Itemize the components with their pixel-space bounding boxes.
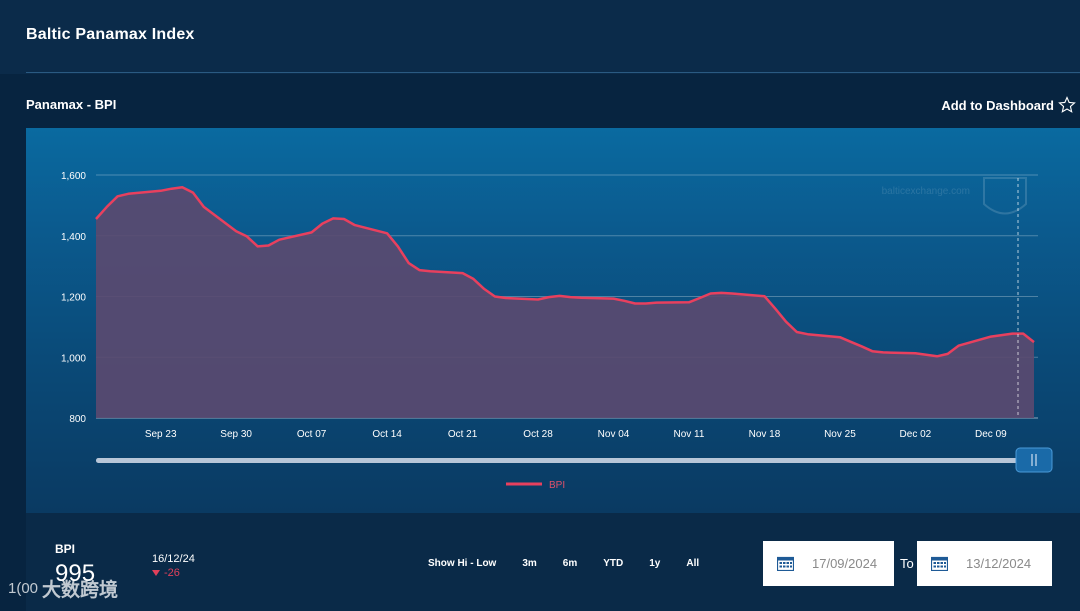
index-change-value: -26 [164,567,180,579]
bpi-area [96,187,1034,418]
x-tick-label: Oct 07 [297,429,327,440]
header: Baltic Panamax Index [0,0,1080,74]
chart-watermark: balticexchange.com [882,177,1027,215]
watermark: 1(00 大数跨境 [8,575,118,602]
index-value: 995 [55,560,96,587]
down-arrow-icon [152,570,160,576]
y-tick-label: 1,000 [61,353,86,364]
chart-svg: 800 1,000 1,200 1,400 1,600 balticexchange.c… [61,171,1053,491]
y-tick-label: 1,400 [61,232,86,243]
y-tick-label: 1,600 [61,171,86,182]
date-to-label: To [900,556,914,571]
x-tick-label: Oct 21 [448,429,478,440]
navigator-handle[interactable] [1015,447,1053,473]
navigator[interactable] [96,447,1053,473]
y-axis: 800 1,000 1,200 1,400 1,600 [61,171,86,425]
index-change: -26 [152,567,180,579]
range-3m[interactable]: 3m [522,558,537,569]
x-tick-label: Oct 28 [523,429,553,440]
x-tick-label: Sep 23 [145,429,177,440]
x-axis: Sep 23 Sep 30 Oct 07 Oct 14 Oct 21 Oct 28 Nov … [145,429,1007,440]
x-tick-label: Dec 09 [975,429,1007,440]
calendar-icon [931,556,948,571]
add-to-dashboard-label: Add to Dashboard [941,97,1054,113]
x-tick-label: Nov 11 [674,429,705,440]
x-tick-label: Nov 18 [749,429,781,440]
shield-watermark-icon [983,177,1027,215]
range-1y[interactable]: 1y [649,558,661,569]
navigator-selection[interactable] [96,458,1018,463]
chart-title: Panamax - BPI [26,97,117,112]
range-6m[interactable]: 6m [562,558,578,569]
y-tick-label: 1,200 [61,293,86,304]
range-selector: Show Hi - Low 3m 6m YTD 1y All [428,558,699,569]
x-tick-label: Nov 04 [598,429,630,440]
legend[interactable]: BPI [506,480,565,491]
date-to-value: 13/12/2024 [966,556,1032,571]
date-from-input[interactable]: 17/09/2024 [763,541,894,586]
x-tick-label: Nov 25 [824,429,856,440]
range-show-hi-low[interactable]: Show Hi - Low [428,558,497,569]
calendar-icon [777,556,794,571]
range-ytd[interactable]: YTD [603,558,624,569]
legend-label[interactable]: BPI [549,480,565,491]
bottom-bar [26,513,1080,611]
index-label: BPI [55,542,76,556]
chart-area: 800 1,000 1,200 1,400 1,600 balticexchange.c… [26,128,1080,513]
range-all[interactable]: All [686,558,700,569]
bpi-line [95,185,1035,358]
x-tick-label: Oct 14 [372,429,402,440]
watermark-logo: 1(00 [8,580,39,597]
x-tick-label: Sep 30 [220,429,252,440]
y-tick-label: 800 [69,414,86,425]
watermark-text: 大数跨境 [42,580,119,601]
date-to-input[interactable]: 13/12/2024 [917,541,1052,586]
header-divider [26,72,1080,73]
page-title: Baltic Panamax Index [26,26,195,43]
add-to-dashboard-button[interactable]: Add to Dashboard [941,96,1076,114]
site-watermark: balticexchange.com [882,186,970,197]
index-date: 16/12/24 [152,553,195,565]
star-icon [1058,96,1076,113]
date-from-value: 17/09/2024 [812,556,878,571]
x-tick-label: Dec 02 [900,429,932,440]
